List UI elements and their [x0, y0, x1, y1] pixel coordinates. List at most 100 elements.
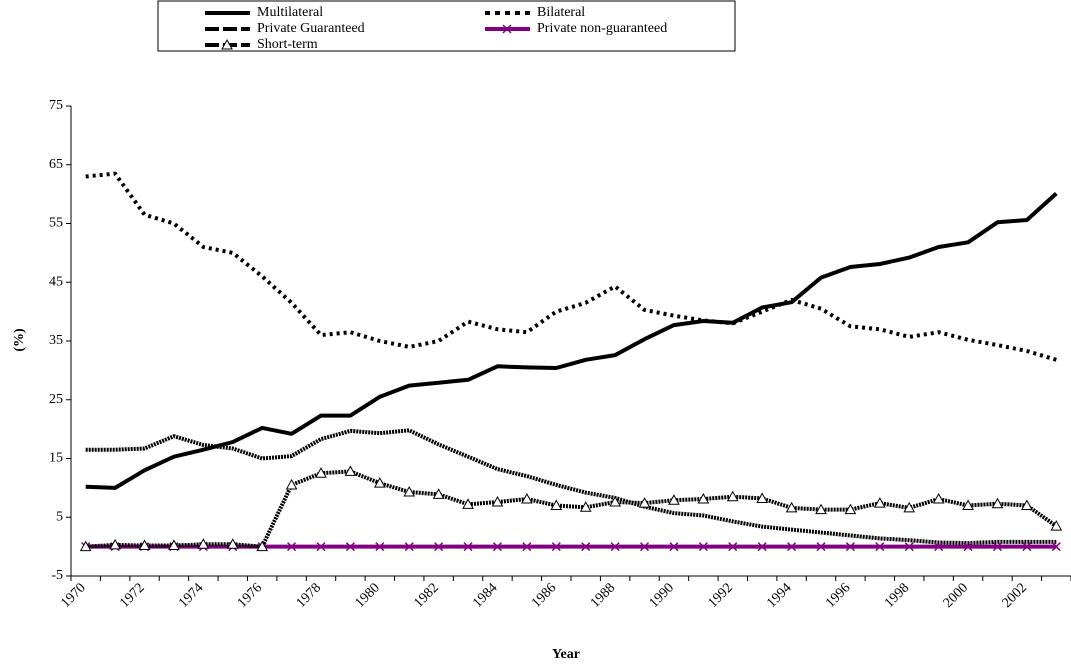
x-axis-label: Year [552, 647, 580, 662]
y-tick-label: 35 [49, 333, 63, 348]
legend-label: Multilateral [257, 5, 323, 20]
legend-box [157, 0, 736, 52]
marker-triangle [373, 477, 386, 488]
marker-x [787, 542, 797, 552]
x-tick-label: 1994 [764, 580, 794, 610]
marker-x [522, 542, 532, 552]
marker-triangle [756, 492, 769, 503]
marker-triangle [873, 497, 886, 508]
marker-triangle [697, 493, 710, 504]
marker-triangle [638, 497, 651, 508]
x-tick-label: 1996 [823, 580, 853, 610]
y-tick-label: 15 [49, 451, 63, 466]
y-axis-label: (%) [12, 328, 27, 352]
marker-x [345, 542, 355, 552]
legend-label: Short-term [257, 37, 318, 52]
marker-triangle [521, 493, 533, 504]
marker-x [669, 542, 679, 552]
marker-x [963, 542, 973, 552]
marker-triangle [432, 488, 445, 499]
marker-x [816, 542, 826, 552]
series-line [85, 192, 1058, 490]
marker-triangle [462, 498, 474, 509]
marker-x [1051, 542, 1061, 552]
marker-x [375, 542, 385, 552]
marker-x [610, 542, 620, 552]
marker-triangle [579, 501, 592, 512]
marker-triangle [168, 539, 180, 550]
marker-x [728, 542, 738, 552]
marker-x [698, 542, 708, 552]
x-tick-label: 1972 [117, 580, 147, 610]
marker-triangle [315, 467, 327, 478]
marker-triangle [109, 538, 121, 550]
y-tick-label: -5 [51, 568, 63, 583]
y-tick-label: 45 [49, 274, 63, 289]
x-tick-label: 1988 [588, 580, 618, 610]
marker-triangle [962, 499, 974, 510]
x-tick-label: 2002 [1000, 580, 1030, 610]
marker-x [845, 542, 855, 552]
x-tick-label: 1976 [235, 580, 265, 610]
marker-triangle [197, 538, 210, 549]
marker-x [992, 542, 1003, 552]
marker-triangle [785, 501, 798, 513]
x-tick-label: 1992 [705, 580, 735, 610]
marker-triangle [903, 501, 916, 513]
marker-triangle [138, 539, 151, 550]
legend-label: Private Guaranteed [257, 21, 365, 36]
x-tick-label: 1986 [529, 580, 559, 610]
marker-x [875, 542, 885, 552]
marker-triangle [991, 497, 1004, 509]
marker-x [581, 542, 591, 552]
marker-triangle [815, 503, 827, 515]
y-tick-label: 5 [56, 509, 63, 524]
series-line [85, 469, 1058, 549]
x-tick-label: 1970 [58, 580, 88, 610]
marker-triangle [668, 494, 680, 505]
marker-triangle [256, 540, 269, 552]
marker-x [404, 542, 414, 552]
marker-triangle [491, 495, 504, 507]
marker-triangle [844, 503, 857, 515]
legend-label: Bilateral [537, 5, 585, 20]
x-tick-label: 1998 [882, 580, 912, 610]
y-tick-label: 55 [49, 216, 63, 231]
marker-triangle [550, 499, 563, 510]
marker-x [551, 542, 561, 552]
marker-triangle [344, 465, 357, 476]
marker-x [904, 542, 914, 552]
x-tick-label: 1982 [411, 580, 441, 610]
legend-label: Private non-guaranteed [537, 21, 667, 36]
marker-x [463, 542, 473, 552]
marker-x [502, 24, 512, 34]
marker-triangle [1050, 520, 1063, 531]
marker-triangle [79, 540, 92, 552]
y-tick-label: 25 [49, 392, 63, 407]
marker-x [287, 542, 297, 552]
marker-x [639, 542, 650, 552]
marker-triangle [226, 538, 239, 549]
marker-triangle [285, 478, 298, 490]
marker-x [434, 542, 444, 552]
marker-triangle [932, 493, 945, 504]
marker-x [934, 542, 944, 552]
x-tick-label: 1984 [470, 580, 500, 610]
y-tick-label: 75 [49, 98, 63, 113]
marker-x [492, 542, 503, 552]
x-tick-label: 1974 [176, 580, 206, 610]
x-tick-label: 1990 [647, 580, 677, 610]
marker-triangle [726, 490, 739, 502]
marker-x [757, 542, 767, 552]
x-tick-label: 2000 [941, 580, 971, 610]
marker-triangle [403, 485, 416, 497]
x-tick-label: 1978 [294, 580, 324, 610]
marker-triangle [221, 38, 233, 50]
y-tick-label: 65 [49, 157, 63, 172]
series-line [85, 428, 1057, 546]
marker-x [1022, 542, 1032, 552]
marker-x [316, 542, 326, 552]
marker-triangle [609, 495, 621, 507]
